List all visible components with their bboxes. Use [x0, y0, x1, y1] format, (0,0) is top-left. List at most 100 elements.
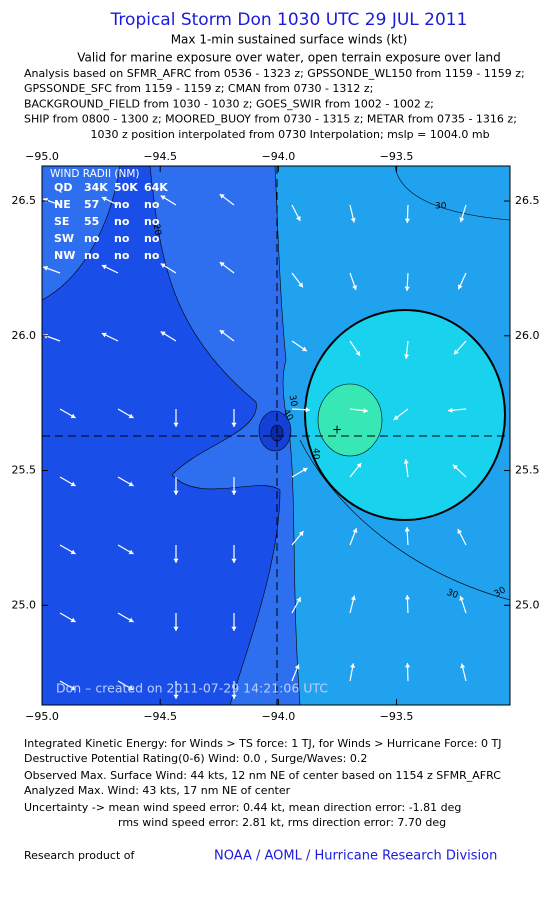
- x-tick-label: −95.0: [25, 150, 59, 163]
- footer-line: rms wind speed error: 2.81 kt, rms direc…: [118, 816, 446, 829]
- analysis-line: SHIP from 0800 - 1300 z; MOORED_BUOY fro…: [24, 113, 517, 126]
- radii-cell: SE: [54, 215, 69, 228]
- wind-arrow-head: [298, 531, 304, 537]
- wind-arrow-head: [101, 332, 107, 338]
- y-tick-label: 26.0: [515, 329, 540, 342]
- wind-arrow-head: [70, 549, 76, 555]
- wind-arrow-head: [460, 663, 466, 669]
- y-tick-label: 26.5: [515, 194, 540, 207]
- contour-label: 30: [435, 202, 447, 212]
- wind-arrow-head: [43, 197, 48, 203]
- contour-region: [317, 383, 383, 457]
- radii-cell: no: [144, 215, 160, 228]
- research: Research product of: [24, 849, 135, 862]
- wind-arrow-head: [231, 490, 237, 495]
- radii-cell: 50K: [114, 181, 138, 194]
- wind-arrow-head: [70, 685, 76, 691]
- wind-arrow-head: [128, 685, 134, 691]
- x-tick-label: −94.5: [143, 150, 177, 163]
- wind-arrow-head: [128, 549, 134, 555]
- subtitle: Max 1-min sustained surface winds (kt): [171, 33, 408, 47]
- radii-cell: NE: [54, 198, 71, 211]
- wind-arrow-head: [403, 354, 410, 359]
- contour-label: 40: [311, 448, 321, 460]
- wind-arrow-head: [43, 265, 48, 271]
- wind-arrow-head: [295, 216, 301, 222]
- x-tick-label: −94.0: [262, 710, 296, 723]
- radii-cell: SW: [54, 232, 74, 245]
- wind-arrow-head: [173, 626, 179, 631]
- wind-arrow-head: [101, 196, 107, 202]
- wind-arrow-head: [448, 407, 453, 413]
- y-tick-label: 25.5: [515, 464, 540, 477]
- x-tick-label: −93.5: [380, 150, 414, 163]
- wind-arrow-head: [231, 558, 237, 563]
- contour-line: [299, 439, 510, 601]
- wind-arrow-head: [302, 467, 308, 473]
- radii-cell: 64K: [144, 181, 168, 194]
- wind-arrow-head: [350, 663, 356, 668]
- wind-arrow-head: [363, 408, 368, 414]
- wind-arrow-head: [128, 481, 134, 487]
- wind-arrow-head: [393, 415, 399, 420]
- wind-arrow-head: [404, 218, 411, 223]
- radii-cell: QD: [54, 181, 72, 194]
- wind-arrow-head: [305, 407, 310, 413]
- radii-cell: 55: [84, 215, 99, 228]
- y-tick-label: 26.5: [12, 194, 37, 207]
- footer: Integrated Kinetic Energy: for Winds > T…: [24, 737, 502, 829]
- y-tick-label: 25.0: [515, 598, 540, 611]
- wind-arrow-head: [356, 462, 362, 468]
- analysis-line: Analysis based on SFMR_AFRC from 0536 - …: [24, 67, 525, 80]
- wind-radii-title: WIND RADII (NM): [50, 168, 140, 180]
- wind-arrow-head: [219, 262, 225, 267]
- x-tick-label: −95.0: [25, 710, 59, 723]
- footer-line: Integrated Kinetic Energy: for Winds > T…: [24, 737, 502, 750]
- wind-arrow-head: [128, 617, 134, 623]
- wind-arrow-head: [301, 346, 307, 352]
- wind-arrow-head: [173, 422, 179, 427]
- credit: Don – created on 2011-07-29 14:21:06 UTC: [56, 681, 328, 696]
- radii-cell: no: [144, 198, 160, 211]
- analysis-line: BACKGROUND_FIELD from 1030 - 1030 z; GOE…: [24, 97, 434, 110]
- wind-arrow-head: [404, 527, 410, 532]
- wind-arrow-head: [231, 694, 237, 699]
- title: Tropical Storm Don 1030 UTC 29 JUL 2011: [110, 10, 468, 30]
- radii-cell: no: [84, 249, 100, 262]
- wind-arrow-head: [457, 528, 463, 534]
- y-tick-label: 25.0: [12, 598, 37, 611]
- wind-arrow-head: [294, 664, 300, 670]
- radii-cell: no: [114, 232, 130, 245]
- contour-label: 20: [151, 223, 163, 236]
- wind-arrow-head: [70, 413, 76, 419]
- y-tick-label: 25.5: [12, 464, 37, 477]
- radii-cell: 34K: [84, 181, 108, 194]
- org: NOAA / AOML / Hurricane Research Divisio…: [214, 849, 497, 864]
- wind-arrow-head: [352, 528, 358, 534]
- wind-arrow-head: [355, 350, 361, 356]
- wind-arrow-head: [70, 617, 76, 623]
- footer-line: Uncertainty -> mean wind speed error: 0.…: [24, 801, 461, 814]
- wind-arrow-head: [219, 330, 225, 335]
- wind-arrow-head: [219, 194, 225, 199]
- contour-label: 30: [287, 394, 299, 407]
- center-marker: +: [332, 423, 342, 437]
- wind-arrow-head: [350, 217, 356, 223]
- radii-cell: no: [114, 198, 130, 211]
- wind-arrow-head: [43, 333, 48, 339]
- wind-arrow-head: [173, 694, 179, 699]
- radii-cell: NW: [54, 249, 75, 262]
- wind-arrow-head: [457, 284, 463, 290]
- wind-arrow-head: [160, 195, 166, 201]
- wind-arrow-head: [173, 490, 179, 495]
- footer-line: Analyzed Max. Wind: 43 kts, 17 nm NE of …: [24, 784, 291, 797]
- y-tick-label: 26.0: [12, 329, 37, 342]
- wind-arrow-head: [350, 595, 356, 601]
- radii-cell: 57: [84, 198, 99, 211]
- radii-cell: no: [144, 249, 160, 262]
- wind-arrow-head: [231, 626, 237, 631]
- wind-arrow-head: [101, 264, 107, 270]
- x-tick-label: −93.5: [380, 710, 414, 723]
- wind-arrow-head: [404, 595, 411, 600]
